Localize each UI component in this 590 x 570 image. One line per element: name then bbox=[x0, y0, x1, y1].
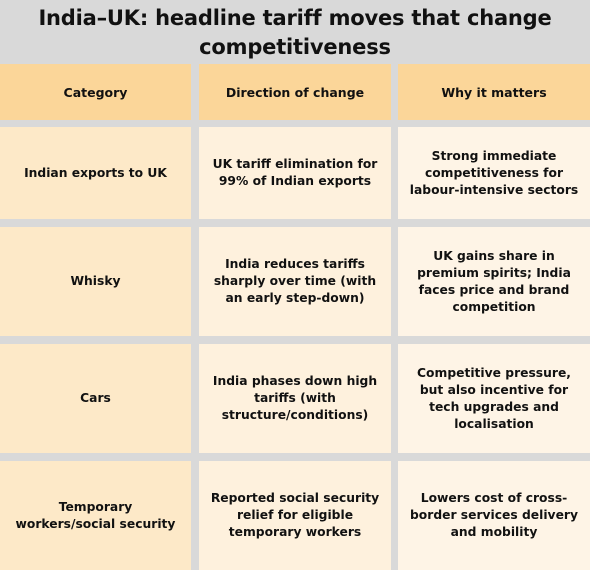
table-cell-why: Lowers cost of cross-border services del… bbox=[398, 461, 590, 570]
table-cell-category: Cars bbox=[0, 344, 191, 453]
table-cell-why: Strong immediate competitiveness for lab… bbox=[398, 127, 590, 219]
table-cell-direction: Reported social security relief for elig… bbox=[199, 461, 391, 570]
table-cell-direction: UK tariff elimination for 99% of Indian … bbox=[199, 127, 391, 219]
table-cell-why: UK gains share in premium spirits; India… bbox=[398, 227, 590, 336]
page-title: India–UK: headline tariff moves that cha… bbox=[38, 6, 552, 59]
table-cell-direction: India phases down high tariffs (with str… bbox=[199, 344, 391, 453]
table-cell-category: Whisky bbox=[0, 227, 191, 336]
table-cell-direction: India reduces tariffs sharply over time … bbox=[199, 227, 391, 336]
table-cell-category: Indian exports to UK bbox=[0, 127, 191, 219]
column-header-direction: Direction of change bbox=[199, 64, 391, 120]
column-header-category: Category bbox=[0, 64, 191, 120]
table-cell-why: Competitive pressure, but also incentive… bbox=[398, 344, 590, 453]
column-header-why: Why it matters bbox=[398, 64, 590, 120]
table-cell-category: Temporary workers/social security bbox=[0, 461, 191, 570]
